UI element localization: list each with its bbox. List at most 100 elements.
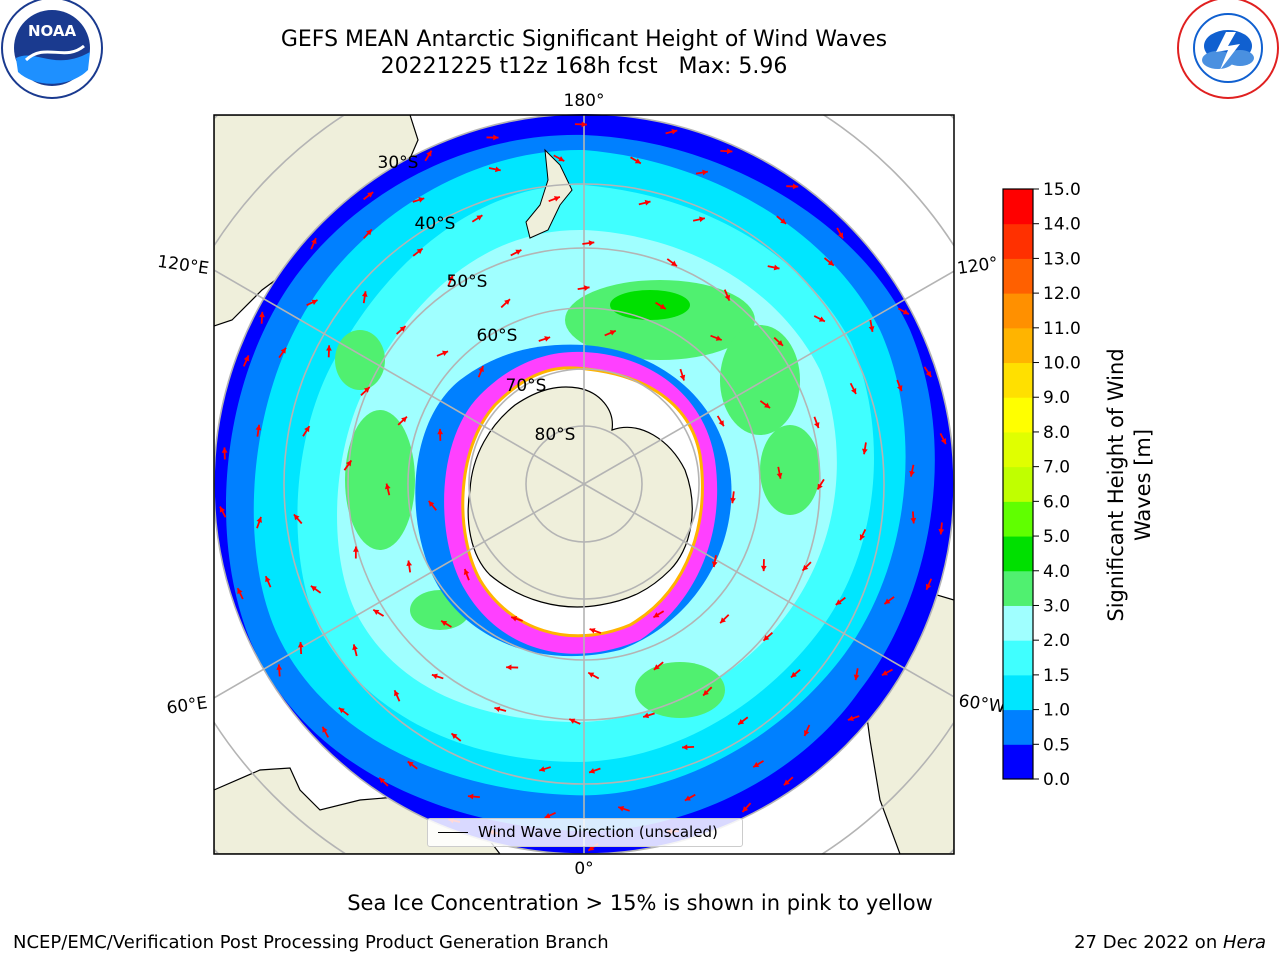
wind-arrow-head: [588, 845, 595, 851]
wind-arrow-head: [401, 416, 407, 423]
wind-arrow-head: [442, 350, 449, 357]
wind-arrow-head: [259, 311, 265, 318]
wind-arrow-head: [711, 561, 718, 568]
wind-arrow-head: [379, 777, 386, 784]
wind-arrow-head: [237, 588, 243, 595]
map-legend: Wind Wave Direction (unscaled): [427, 818, 743, 847]
wind-arrow-head: [265, 576, 271, 583]
wind-arrow-head: [583, 285, 590, 291]
colorbar-tick-label: 4.0: [1043, 562, 1070, 582]
lon-label-120e: 120°E: [156, 252, 210, 279]
colorbar-tick-label: 13.0: [1043, 249, 1081, 269]
lat-label-70s: 70°S: [506, 376, 547, 396]
wind-arrow-head: [609, 330, 616, 336]
colorbar-segment: [1003, 744, 1033, 780]
noaa-logo: NOAA: [1, 0, 103, 99]
colorbar-tick-label: 8.0: [1043, 423, 1070, 443]
colorbar-tick-label: 0.0: [1043, 770, 1070, 790]
wind-arrow-head: [463, 569, 470, 575]
wind-arrow-head: [394, 690, 400, 697]
bright-green-patch: [610, 290, 690, 320]
wind-arrow-head: [352, 644, 358, 651]
wind-arrow-head: [818, 316, 825, 322]
wind-arrow-head: [506, 664, 512, 671]
sea-ice-note: Sea Ice Concentration > 15% is shown in …: [347, 891, 933, 915]
wind-arrow-head: [940, 438, 947, 445]
land-new-zealand: [525, 148, 573, 239]
colorbar-tick-label: 11.0: [1043, 319, 1081, 339]
colorbar-tick-label: 2.0: [1043, 631, 1070, 651]
wind-arrow-head: [451, 733, 458, 739]
nws-logo: [1177, 0, 1279, 99]
wind-arrow-head: [804, 729, 810, 736]
wind-arrow-head: [588, 672, 595, 678]
wind-arrow-head: [322, 726, 328, 733]
wind-arrow-head: [814, 422, 820, 429]
wind-arrow-head: [802, 564, 809, 571]
colorbar-segment: [1003, 709, 1033, 745]
colorbar-segment: [1003, 431, 1033, 468]
land-antarctica: [467, 386, 693, 608]
colorbar-segment: [1003, 466, 1033, 502]
wind-arrow-head: [910, 517, 917, 524]
wind-arrow-head: [897, 385, 903, 392]
wind-arrow-head: [221, 447, 228, 453]
wind-arrow-head: [553, 196, 560, 202]
colorbar-tick-label: 3.0: [1043, 596, 1070, 616]
title-line-2: 20221225 t12z 168h fcst Max: 5.96: [380, 54, 788, 79]
wind-arrow-head: [763, 635, 770, 641]
wind-arrow-head: [367, 192, 374, 198]
colorbar-tick-label: 12.0: [1043, 284, 1081, 304]
wind-arrow-head: [862, 448, 868, 455]
wind-arrow-head: [817, 483, 823, 490]
wind-arrow-head: [589, 628, 596, 634]
wind-arrow-head: [881, 670, 888, 676]
colorbar-tick-label: 1.5: [1043, 666, 1070, 686]
wind-arrow-head: [859, 534, 866, 541]
wind-arrow-head: [753, 761, 760, 768]
wind-arrow-head: [715, 335, 722, 341]
wind-arrow-head: [726, 148, 733, 155]
wind-arrow-head: [653, 612, 660, 618]
colorbar-frame: [1002, 188, 1034, 780]
wind-arrow-head: [569, 718, 576, 724]
wind-arrow-head: [406, 560, 413, 567]
footer-date-text: 27 Dec 2022 on: [1074, 932, 1223, 953]
wind-arrow-head: [718, 420, 724, 427]
wind-arrow-head: [366, 229, 372, 236]
wind-arrow-head: [853, 674, 860, 681]
wind-arrow-head: [644, 199, 651, 206]
noaa-logo-text: NOAA: [28, 22, 77, 40]
wind-arrow-head: [837, 232, 844, 239]
wind-arrow-head: [467, 793, 474, 800]
lon-label-60w: 60°W: [957, 691, 1006, 717]
lon-label-60e: 60°E: [165, 693, 208, 718]
footer-host: Hera: [1222, 932, 1266, 953]
wind-arrow-head: [925, 370, 932, 377]
colorbar-tick-label: 14.0: [1043, 215, 1081, 235]
wind-arrow-head: [441, 620, 448, 627]
wind-arrow-head: [515, 249, 522, 255]
wind-arrow-head: [426, 150, 432, 157]
colorbar-tick-label: 6.0: [1043, 492, 1070, 512]
wind-arrow-head: [827, 260, 834, 266]
wind-arrow-head: [494, 706, 501, 713]
wind-arrow-head: [476, 215, 483, 221]
wind-arrow-head: [792, 183, 799, 190]
wind-arrow-head: [437, 428, 444, 435]
wind-arrow-head: [544, 336, 551, 342]
wind-arrow-head: [909, 470, 915, 477]
wind-arrow-head: [780, 218, 787, 224]
sea-ice-yellow-edge: [461, 366, 704, 638]
wind-arrow-head: [418, 197, 425, 203]
wind-arrow-head: [310, 585, 317, 592]
wind-arrow-head: [373, 609, 380, 615]
wind-arrow-head: [326, 345, 332, 351]
wind-arrow-head: [738, 719, 745, 725]
colorbar-segment: [1003, 293, 1033, 329]
lat-label-30s: 30°S: [378, 153, 419, 173]
colorbar-segment: [1003, 570, 1033, 606]
legend-line-sample: [438, 832, 468, 833]
wind-arrow-head: [219, 506, 225, 513]
